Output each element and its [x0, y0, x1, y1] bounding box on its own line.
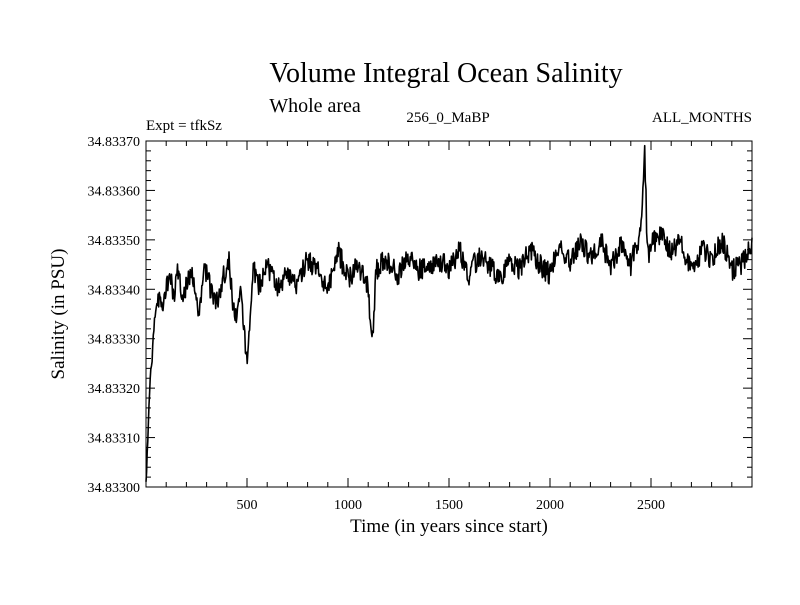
x-tick-label: 1000	[334, 498, 362, 513]
y-tick-label: 34.83360	[88, 184, 141, 199]
chart-subtitle: Whole area	[269, 95, 361, 117]
x-axis-ticks: 500 1000 1500 2000 2500	[165, 141, 733, 513]
y-tick-label: 34.83330	[88, 333, 141, 348]
x-tick-label: 2500	[637, 498, 665, 513]
months-label: ALL_MONTHS	[652, 110, 752, 126]
y-tick-label: 34.83300	[88, 481, 141, 496]
chart-title: Volume Integral Ocean Salinity	[269, 58, 622, 89]
y-axis-label: Salinity (in PSU)	[48, 249, 69, 380]
y-tick-label: 34.83370	[88, 135, 141, 150]
y-axis-ticks: 34.83300 34.83310 34.83320 34.83330 34.83340…	[88, 135, 752, 496]
plot-frame	[145, 140, 753, 488]
experiment-label: Expt = tfkSz	[146, 118, 222, 134]
y-tick-label: 34.83310	[88, 432, 141, 447]
x-tick-label: 2000	[536, 498, 564, 513]
x-tick-label: 500	[237, 498, 258, 513]
y-tick-label: 34.83320	[88, 382, 141, 397]
data-series-group	[145, 144, 753, 482]
period-label: 256_0_MaBP	[406, 110, 489, 126]
x-tick-label: 1500	[435, 498, 463, 513]
y-tick-label: 34.83350	[88, 234, 141, 249]
y-tick-label: 34.83340	[88, 283, 141, 298]
salinity-series-line	[145, 144, 753, 482]
x-axis-label: Time (in years since start)	[350, 516, 548, 537]
